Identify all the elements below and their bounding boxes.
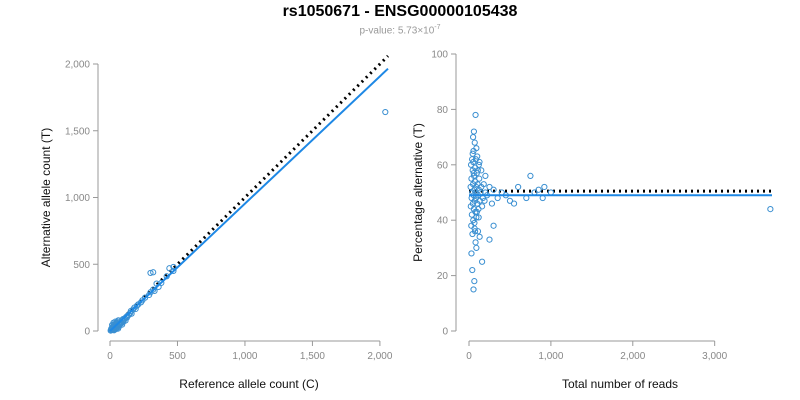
left-y-axis-title: Alternative allele count (T) <box>39 128 53 267</box>
left-data-point <box>170 263 177 271</box>
pvalue-exponent: -7 <box>434 24 441 31</box>
right-data-point <box>469 134 477 141</box>
right-data-point <box>488 200 496 207</box>
right-data-point <box>468 250 475 257</box>
left-x-tick-label: 1,500 <box>300 351 325 362</box>
right-x-tick-label: 3,000 <box>702 351 727 362</box>
left-x-tick-label: 2,000 <box>367 351 392 362</box>
right-data-point <box>476 158 483 166</box>
right-data-point <box>470 170 477 177</box>
right-data-point <box>510 200 518 207</box>
right-data-point <box>470 128 478 135</box>
right-x-tick-label: 1,000 <box>538 351 563 362</box>
right-y-tick-label: 20 <box>437 271 449 282</box>
right-data-point <box>472 239 479 246</box>
left-data-point <box>150 269 157 276</box>
right-data-point <box>475 214 482 221</box>
left-data-point <box>382 108 389 116</box>
right-data-point <box>473 244 480 251</box>
left-fit-line <box>109 67 389 332</box>
right-data-point <box>471 278 478 285</box>
left-data-point <box>133 302 141 309</box>
right-y-tick-label: 80 <box>437 105 449 116</box>
pvalue-label: p-value: <box>359 25 398 37</box>
right-y-tick-label: 0 <box>442 327 448 338</box>
right-data-point <box>490 186 497 193</box>
right-data-point <box>471 139 478 146</box>
pvalue-times: ×10 <box>417 25 435 37</box>
right-x-tick-label: 0 <box>466 351 472 362</box>
right-data-point <box>469 150 476 157</box>
left-y-tick-label: 1,500 <box>65 126 90 137</box>
right-data-point <box>490 222 497 229</box>
left-x-tick-label: 1,000 <box>232 351 257 362</box>
right-data-point <box>474 167 481 174</box>
right-y-tick-label: 60 <box>437 160 449 171</box>
left-y-tick-label: 1,000 <box>65 193 90 204</box>
left-reference-line <box>108 54 390 333</box>
left-x-axis-title: Reference allele count (C) <box>179 377 318 391</box>
right-data-point <box>527 172 534 179</box>
right-data-point <box>479 258 486 265</box>
left-y-tick-label: 0 <box>84 327 90 338</box>
right-data-point <box>473 145 480 152</box>
right-y-axis-title: Percentage alternative (T) <box>411 123 425 262</box>
right-data-point <box>486 183 493 191</box>
right-data-point <box>515 183 522 191</box>
right-x-axis-title: Total number of reads <box>562 377 678 391</box>
right-data-point <box>474 228 482 235</box>
right-data-point <box>767 206 774 213</box>
right-data-point <box>479 203 486 210</box>
left-x-tick-label: 0 <box>107 351 113 362</box>
right-data-point <box>481 197 488 204</box>
chart-title: rs1050671 - ENSG00000105438 <box>282 3 518 20</box>
pvalue-mantissa: 5.73 <box>397 25 418 37</box>
chart-subtitle: p-value: 5.73×10-7 <box>0 24 800 36</box>
left-data-point <box>118 316 125 324</box>
right-data-point <box>471 228 479 235</box>
right-data-point <box>473 208 480 215</box>
right-data-point <box>470 286 477 293</box>
right-data-point <box>476 175 483 182</box>
left-data-point <box>112 318 119 325</box>
left-x-tick-label: 500 <box>169 351 186 362</box>
right-y-tick-label: 40 <box>437 216 449 227</box>
right-data-point <box>482 172 489 179</box>
left-data-point <box>150 286 157 293</box>
right-data-point <box>486 236 493 243</box>
right-data-point <box>473 170 480 177</box>
right-data-point <box>506 197 514 204</box>
right-y-tick-label: 100 <box>431 50 448 61</box>
right-data-point <box>480 181 487 188</box>
right-data-point <box>541 183 548 191</box>
right-data-point <box>471 219 478 227</box>
right-data-point <box>476 233 483 240</box>
left-data-point <box>108 325 115 332</box>
right-data-point <box>478 167 485 174</box>
left-y-tick-label: 500 <box>73 260 90 271</box>
right-data-point <box>535 186 542 193</box>
right-data-point <box>469 266 476 274</box>
left-y-tick-label: 2,000 <box>65 60 90 71</box>
right-data-point <box>472 111 479 119</box>
left-data-point <box>147 269 154 277</box>
right-x-tick-label: 2,000 <box>620 351 645 362</box>
left-data-point <box>158 279 165 287</box>
left-data-point <box>166 265 173 272</box>
